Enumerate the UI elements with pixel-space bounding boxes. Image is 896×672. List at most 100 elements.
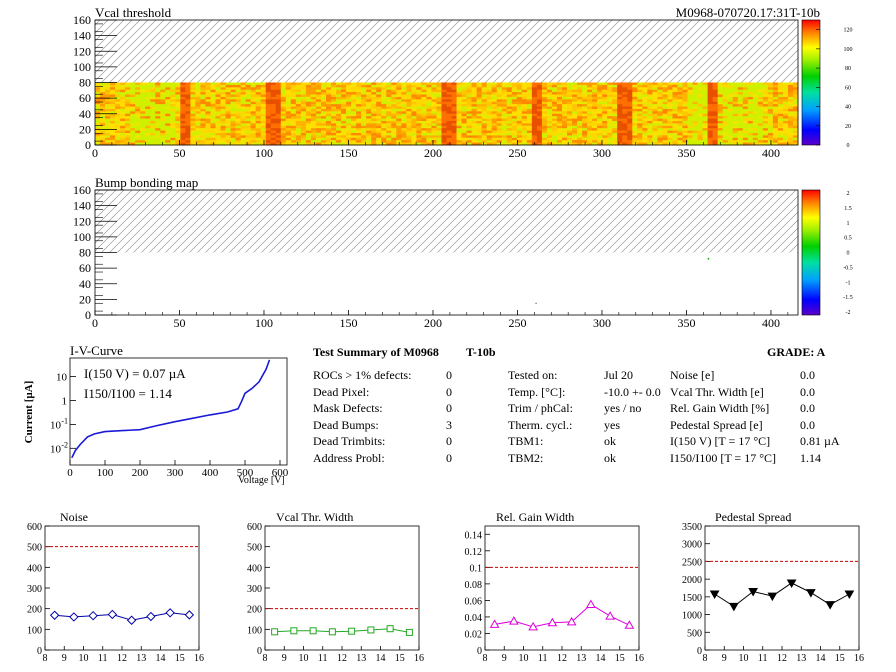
x-tick-label: 400 xyxy=(762,316,780,330)
panel-point xyxy=(88,610,98,621)
color-scale-label: -2 xyxy=(846,310,851,316)
y-tick-label: 0 xyxy=(85,138,91,152)
iv-curve-title: I-V-Curve xyxy=(70,343,123,358)
panel-x-tick-label: 12 xyxy=(557,653,567,664)
panel-point xyxy=(767,592,778,602)
y-tick-label: 100 xyxy=(73,60,91,74)
panel-y-tick-label: 300 xyxy=(247,584,262,595)
panel-x-tick-label: 12 xyxy=(337,653,347,664)
bump-bonding-title: Bump bonding map xyxy=(95,175,199,190)
vcal-threshold-title: Vcal threshold xyxy=(95,5,172,20)
y-tick-label: 0 xyxy=(85,308,91,322)
x-tick-label: 100 xyxy=(255,316,273,330)
y-tick-label: 120 xyxy=(73,214,91,228)
pedestal-spread-label: Pedestal Spread [e] xyxy=(670,417,763,432)
panel-point xyxy=(786,579,797,589)
color-scale-label: 1 xyxy=(847,221,850,227)
panel-x-tick-label: 16 xyxy=(414,653,424,664)
iv-y-tick-label: 1 xyxy=(62,395,68,407)
grade-label: GRADE: A xyxy=(767,345,826,359)
panel-point xyxy=(165,608,175,618)
panel-y-tick-label: 1000 xyxy=(682,611,702,622)
panel-y-tick-label: 0.14 xyxy=(465,530,483,541)
panel-y-tick-label: 400 xyxy=(247,563,262,574)
dead-trimbits-value: 0 xyxy=(446,434,452,449)
panel-x-tick-label: 8 xyxy=(43,653,48,664)
panel-x-tick-label: 9 xyxy=(62,653,67,664)
summary-col1-labels: ROCs > 1% defects: Dead Pixel: Mask Defe… xyxy=(313,367,411,467)
bump-defect-pixel xyxy=(535,302,537,304)
panel-point xyxy=(386,625,394,633)
mask-defects-value: 0 xyxy=(446,401,452,416)
summary-col2-values: Jul 20 -10.0 +- 0.0 yes / no yes ok ok xyxy=(604,367,661,467)
therm-cycl-label: Therm. cycl.: xyxy=(508,417,573,432)
panel-y-tick-label: 0.08 xyxy=(465,580,483,591)
iv-current-label: I(150 V) = 0.07 µA xyxy=(84,366,186,381)
summary-col1-values: 0 0 0 3 0 0 xyxy=(446,367,452,467)
address-probl-value: 0 xyxy=(446,450,452,465)
y-tick-label: 120 xyxy=(73,44,91,58)
panel-y-tick-label: 100 xyxy=(27,625,42,636)
panel-y-tick-label: 0 xyxy=(37,646,42,657)
x-tick-label: 50 xyxy=(173,316,185,330)
noise-value: 0.0 xyxy=(800,368,815,382)
panel-x-tick-label: 14 xyxy=(156,653,166,664)
panel-x-tick-label: 13 xyxy=(136,653,146,664)
iv-x-tick-label: 400 xyxy=(202,467,219,479)
rocs-defects-value: 0 xyxy=(446,368,452,382)
panel-point xyxy=(709,590,720,600)
color-scale-label: 2 xyxy=(847,191,850,197)
x-tick-label: 150 xyxy=(339,146,357,160)
hatched-region xyxy=(95,20,798,83)
vcal-width-label: Vcal Thr. Width [e] xyxy=(670,384,764,399)
tbm2-label: TBM2: xyxy=(508,450,544,465)
module-id-label: M0968-070720.17:31T-10b xyxy=(675,5,820,20)
iv-ratio-label: I150/I100 = 1.14 xyxy=(84,386,172,401)
current-ratio-label: I150/I100 [T = 17 °C] xyxy=(670,450,777,465)
color-scale-label: 1.5 xyxy=(844,206,852,212)
panel-x-tick-label: 13 xyxy=(796,653,806,664)
panel-point xyxy=(509,616,519,625)
therm-cycl-value: yes xyxy=(604,417,620,432)
y-tick-label: 80 xyxy=(79,76,91,90)
color-scale-bar xyxy=(801,19,821,146)
panel-y-tick-label: 2000 xyxy=(682,575,702,586)
color-scale-label: 120 xyxy=(844,28,853,34)
current-ratio-value: 1.14 xyxy=(800,450,821,465)
panel-x-tick-label: 15 xyxy=(615,653,625,664)
panel-x-tick-label: 9 xyxy=(502,653,507,664)
x-tick-label: 250 xyxy=(508,146,526,160)
iv-frame xyxy=(69,357,288,466)
iv-x-tick-label: 600 xyxy=(272,467,289,479)
iv-ylabel: Current [µA] xyxy=(23,381,35,444)
panel-x-tick-label: 11 xyxy=(538,653,548,664)
temp-value: -10.0 +- 0.0 xyxy=(604,384,661,399)
panel-y-tick-label: 200 xyxy=(247,605,262,616)
panel-y-tick-label: 1500 xyxy=(682,593,702,604)
panel-title: Noise xyxy=(60,510,88,524)
color-scale-label: -0.5 xyxy=(843,265,853,271)
panel-point xyxy=(405,628,413,636)
panel-frame xyxy=(704,525,860,651)
panel-y-tick-label: 2500 xyxy=(682,557,702,568)
vcal-width-value: 0.0 xyxy=(800,384,815,399)
panel-x-tick-label: 8 xyxy=(263,653,268,664)
panel-point xyxy=(49,610,60,620)
panel-x-tick-label: 14 xyxy=(376,653,386,664)
current-150-value: 0.81 µA xyxy=(800,434,840,449)
dead-trimbits-label: Dead Trimbits: xyxy=(313,434,386,449)
panel-point xyxy=(348,627,356,635)
iv-x-tick-label: 0 xyxy=(67,467,73,479)
panel-y-tick-label: 3500 xyxy=(682,522,702,533)
x-tick-label: 350 xyxy=(677,316,695,330)
summary-col2-labels: Tested on: Temp. [°C]: Trim / phCal: The… xyxy=(508,367,573,467)
iv-y-tick-label: 10 xyxy=(50,443,62,455)
iv-y-tick-exponent: -1 xyxy=(61,416,68,425)
panel-point xyxy=(528,621,538,631)
x-tick-label: 200 xyxy=(424,146,442,160)
x-tick-label: 50 xyxy=(173,146,185,160)
panel-x-tick-label: 8 xyxy=(483,653,488,664)
panel-x-tick-label: 10 xyxy=(299,653,309,664)
